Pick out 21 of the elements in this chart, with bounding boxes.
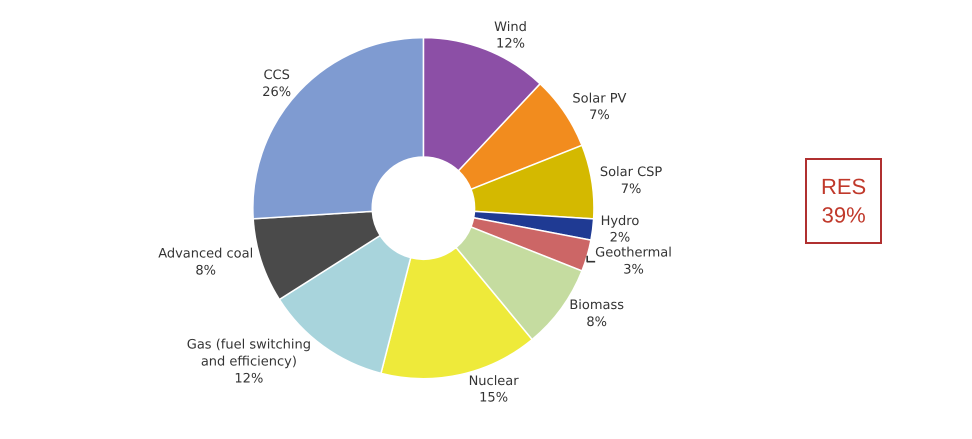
slice-label: Biomass [569, 298, 624, 313]
data-label: 7% [589, 108, 610, 124]
data-label: 2% [610, 230, 630, 246]
data-label: 7% [620, 182, 642, 198]
slice-label: Hydro [600, 214, 640, 229]
slice-label: Solar PV [572, 91, 627, 106]
slice-label: Geothermal [595, 246, 672, 261]
text: RES 39% [821, 174, 866, 228]
slice-label: Wind [494, 20, 527, 35]
data-label: 3% [623, 262, 644, 278]
slice-label: CCS [263, 68, 290, 83]
slice-label: Advanced coal [158, 246, 254, 262]
data-label: 12% [496, 36, 525, 52]
data-label: 8% [195, 263, 216, 278]
slice-label: Nuclear [468, 374, 520, 389]
data-label: 15% [479, 390, 508, 406]
data-label: 26% [262, 84, 292, 100]
slice-label: Gas (fuel switching and efficiency) [186, 338, 311, 370]
data-label: 12% [234, 371, 264, 386]
slice-label: Solar CSP [600, 165, 662, 180]
data-label: 8% [586, 314, 607, 330]
